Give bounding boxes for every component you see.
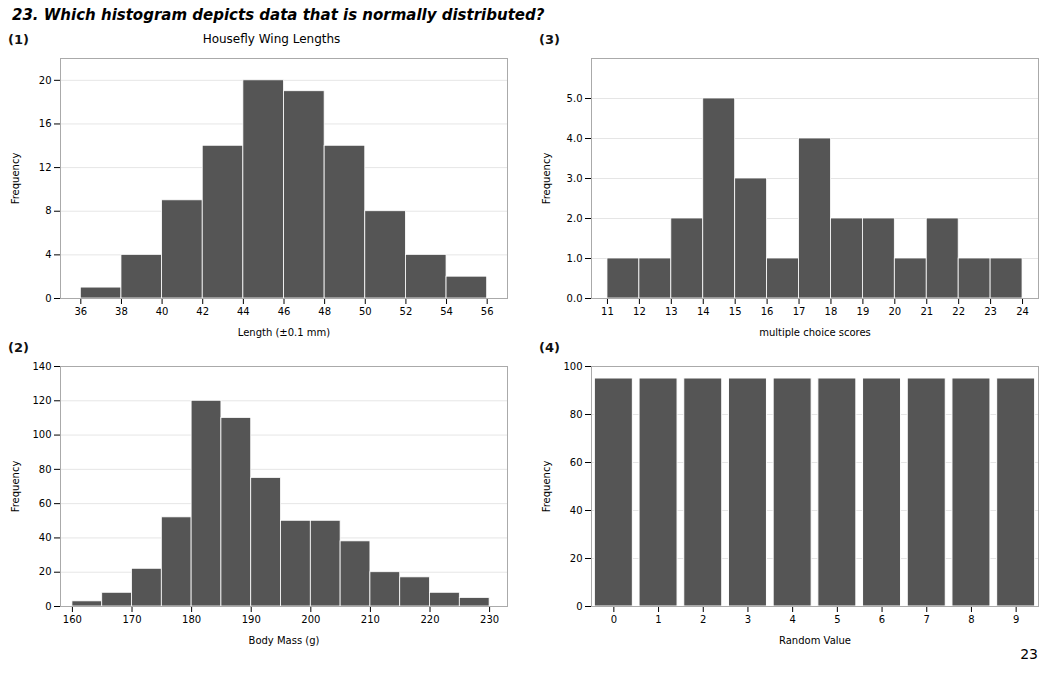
- svg-text:Body Mass (g): Body Mass (g): [249, 635, 320, 646]
- svg-text:52: 52: [400, 306, 413, 317]
- svg-text:2.0: 2.0: [567, 213, 583, 224]
- svg-text:1.0: 1.0: [567, 253, 583, 264]
- svg-text:16: 16: [761, 306, 774, 317]
- svg-text:15: 15: [729, 306, 742, 317]
- svg-text:44: 44: [237, 306, 250, 317]
- svg-text:Frequency: Frequency: [541, 153, 552, 205]
- svg-text:19: 19: [857, 306, 870, 317]
- svg-text:8: 8: [45, 205, 51, 216]
- svg-text:42: 42: [196, 306, 209, 317]
- svg-text:80: 80: [570, 409, 583, 420]
- svg-text:200: 200: [301, 614, 320, 625]
- svg-text:40: 40: [570, 505, 583, 516]
- html-text:(4): (4): [539, 339, 560, 355]
- svg-text:4: 4: [45, 249, 51, 260]
- svg-text:Frequency: Frequency: [10, 153, 21, 205]
- svg-text:100: 100: [32, 429, 51, 440]
- svg-text:46: 46: [278, 306, 291, 317]
- svg-text:54: 54: [440, 306, 453, 317]
- svg-text:160: 160: [63, 614, 82, 625]
- svg-text:Frequency: Frequency: [10, 461, 21, 513]
- svg-text:5: 5: [834, 614, 840, 625]
- svg-text:0.0: 0.0: [567, 293, 583, 304]
- svg-text:40: 40: [156, 306, 169, 317]
- svg-text:16: 16: [39, 118, 52, 129]
- svg-text:1: 1: [655, 614, 661, 625]
- svg-text:5.0: 5.0: [567, 93, 583, 104]
- svg-text:21: 21: [920, 306, 933, 317]
- svg-text:Random Value: Random Value: [779, 635, 851, 646]
- html-text:23: 23: [1020, 646, 1038, 662]
- svg-text:Frequency: Frequency: [541, 461, 552, 513]
- svg-text:190: 190: [242, 614, 261, 625]
- svg-text:0: 0: [576, 601, 582, 612]
- svg-text:48: 48: [318, 306, 331, 317]
- svg-text:20: 20: [39, 75, 52, 86]
- svg-text:40: 40: [39, 532, 52, 543]
- svg-text:24: 24: [1016, 306, 1029, 317]
- svg-text:38: 38: [115, 306, 128, 317]
- html-text:(3): (3): [539, 31, 560, 47]
- svg-text:9: 9: [1013, 614, 1019, 625]
- svg-text:60: 60: [39, 498, 52, 509]
- svg-text:180: 180: [182, 614, 201, 625]
- svg-text:20: 20: [39, 566, 52, 577]
- svg-text:60: 60: [570, 457, 583, 468]
- svg-text:140: 140: [32, 361, 51, 372]
- html-text:(2): (2): [8, 339, 29, 355]
- svg-text:20: 20: [570, 553, 583, 564]
- svg-text:multiple choice scores: multiple choice scores: [759, 327, 871, 338]
- svg-text:2: 2: [700, 614, 706, 625]
- svg-text:0: 0: [611, 614, 617, 625]
- svg-text:6: 6: [879, 614, 885, 625]
- svg-text:3: 3: [745, 614, 751, 625]
- html-text:(1): (1): [8, 31, 29, 47]
- svg-text:100: 100: [563, 361, 582, 372]
- svg-text:120: 120: [32, 395, 51, 406]
- svg-text:22: 22: [952, 306, 965, 317]
- svg-text:Length (±0.1 mm): Length (±0.1 mm): [238, 327, 331, 338]
- svg-text:12: 12: [39, 162, 52, 173]
- svg-text:230: 230: [480, 614, 499, 625]
- svg-text:4.0: 4.0: [567, 133, 583, 144]
- svg-text:11: 11: [601, 306, 614, 317]
- svg-text:13: 13: [665, 306, 678, 317]
- html-text:Housefly Wing Lengths: Housefly Wing Lengths: [202, 32, 341, 46]
- svg-text:12: 12: [633, 306, 646, 317]
- svg-text:220: 220: [420, 614, 439, 625]
- svg-text:50: 50: [359, 306, 372, 317]
- svg-text:210: 210: [361, 614, 380, 625]
- svg-text:14: 14: [697, 306, 710, 317]
- html-text:23. Which histogram depicts da: 23. Which histogram depicts data that is…: [12, 6, 545, 24]
- svg-text:23: 23: [984, 306, 997, 317]
- svg-text:56: 56: [481, 306, 494, 317]
- svg-text:0: 0: [45, 293, 51, 304]
- svg-text:170: 170: [122, 614, 141, 625]
- svg-text:0: 0: [45, 601, 51, 612]
- svg-text:8: 8: [968, 614, 974, 625]
- svg-text:20: 20: [888, 306, 901, 317]
- svg-text:7: 7: [924, 614, 930, 625]
- svg-text:4: 4: [789, 614, 795, 625]
- svg-text:36: 36: [74, 306, 87, 317]
- svg-text:17: 17: [793, 306, 806, 317]
- svg-text:18: 18: [825, 306, 838, 317]
- svg-text:3.0: 3.0: [567, 173, 583, 184]
- svg-text:80: 80: [39, 464, 52, 475]
